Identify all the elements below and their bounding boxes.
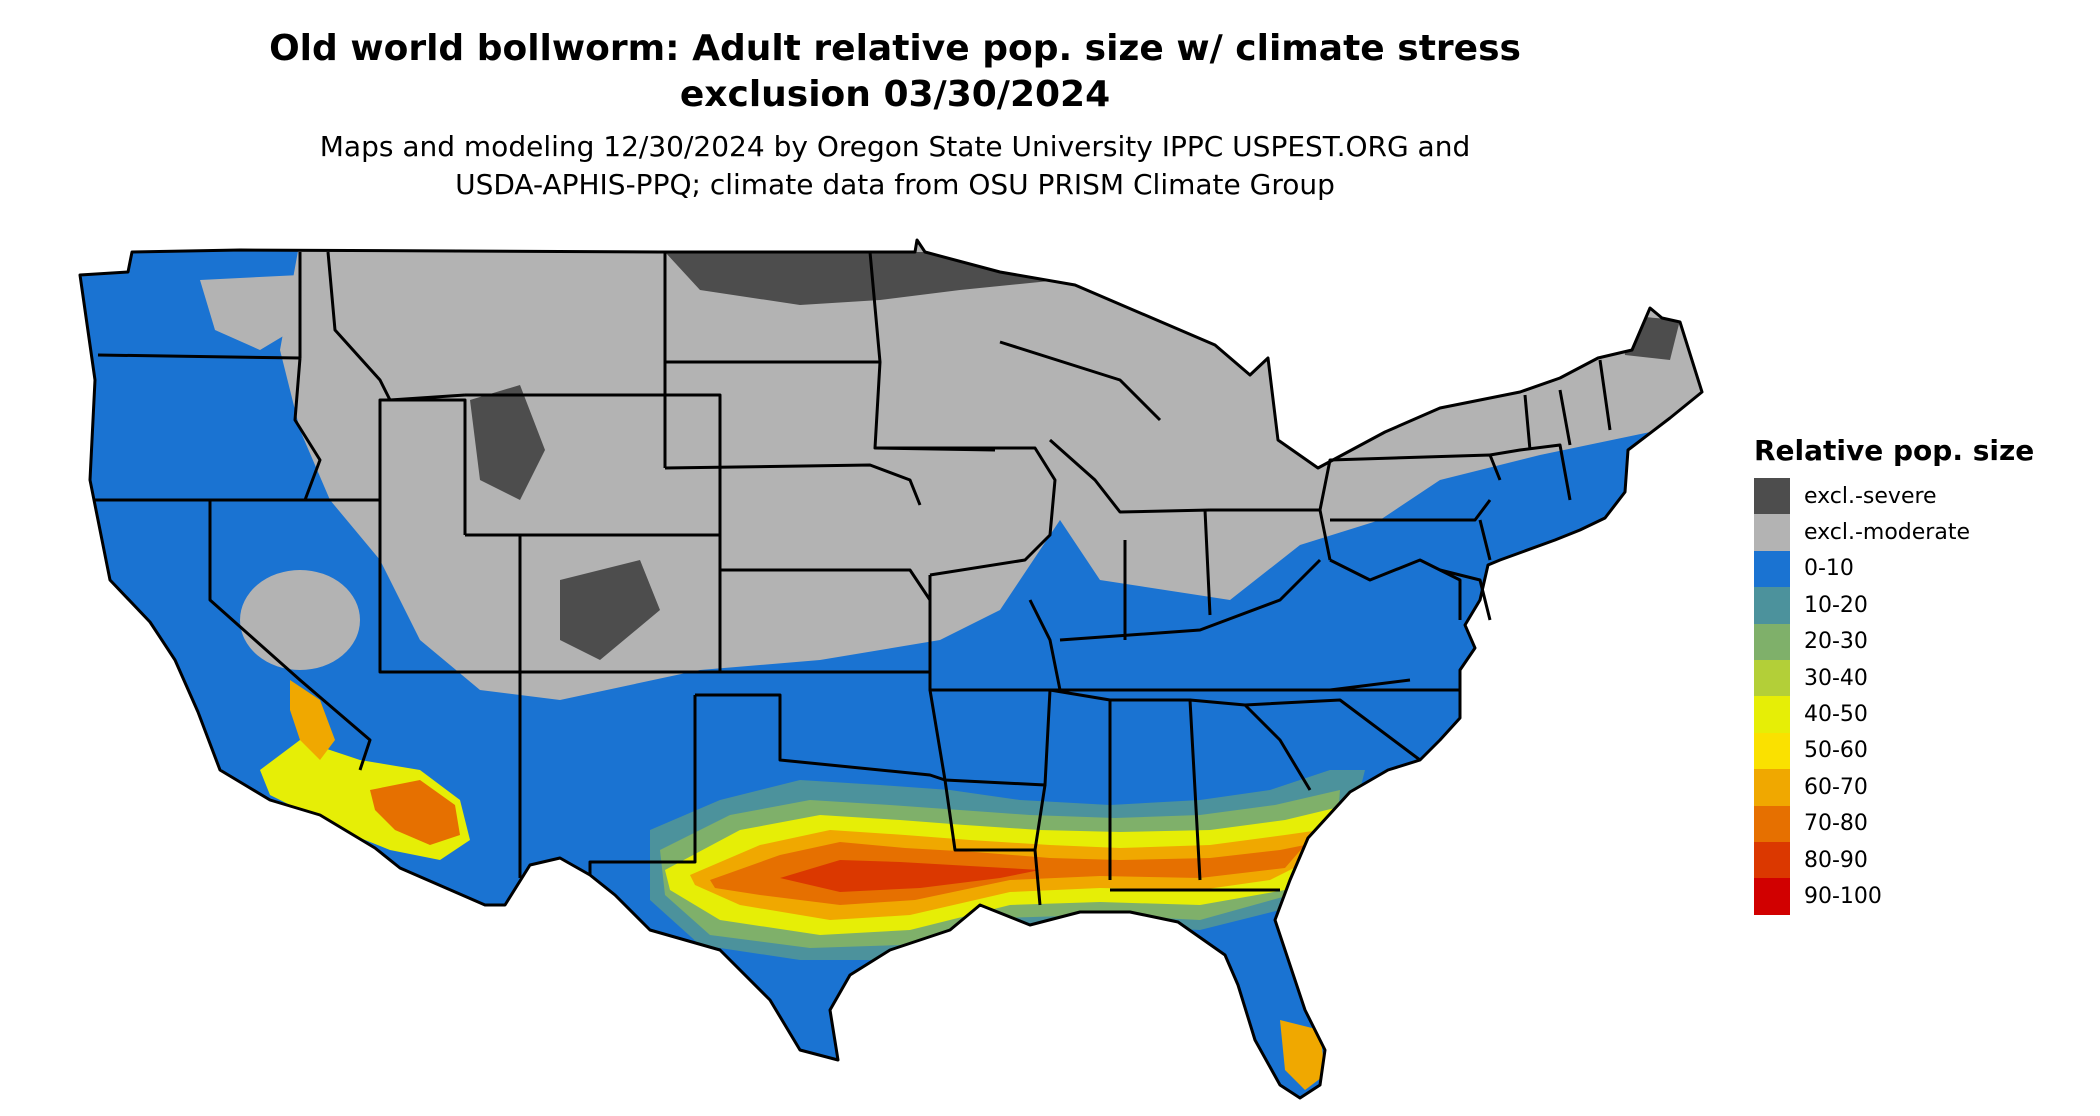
border-va-nc <box>1329 558 1462 692</box>
legend-item: excl.-moderate <box>1754 514 2034 551</box>
legend-label: 80-90 <box>1804 847 1868 873</box>
map-fill <box>80 240 1702 1098</box>
legend-item: 30-40 <box>1754 659 2034 697</box>
legend-swatch <box>1754 659 1790 697</box>
title-line-1: Old world bollworm: Adult relative pop. … <box>269 28 1521 69</box>
border-ca-nv <box>208 500 372 771</box>
border-la <box>943 779 1042 906</box>
legend-item: 50-60 <box>1754 732 2034 770</box>
border-mi-wi <box>999 340 1211 514</box>
legend-swatch <box>1754 550 1790 588</box>
legend-item: 40-50 <box>1754 696 2034 733</box>
legend-label: 20-30 <box>1804 629 1868 655</box>
zone-florida-hot <box>1280 1020 1325 1090</box>
legend-swatch <box>1754 841 1790 879</box>
legend-swatch <box>1754 878 1790 915</box>
legend-label: 0-10 <box>1804 556 1854 582</box>
border-wa-or <box>97 353 301 360</box>
legend-swatch <box>1754 623 1790 660</box>
legend-label: 50-60 <box>1804 738 1868 764</box>
legend-item: 80-90 <box>1754 841 2034 879</box>
zone-arizona-hotter <box>370 780 460 845</box>
legend-swatch <box>1754 696 1790 733</box>
border-wy-co <box>465 393 722 537</box>
border-ga-fl <box>1110 698 1312 892</box>
legend-item: excl.-severe <box>1754 478 2034 515</box>
border-ks-ne <box>720 568 932 601</box>
legend-swatch <box>1754 769 1790 806</box>
zone-moderate-west <box>200 275 310 350</box>
zone-band-80-90 <box>780 860 1040 892</box>
legend-swatch <box>1754 732 1790 770</box>
border-id-wy-ut <box>378 398 467 535</box>
border-tx-ok <box>695 693 946 782</box>
subtitle-line-1: Maps and modeling 12/30/2024 by Oregon S… <box>319 130 1471 163</box>
border-nm-tx <box>588 695 697 875</box>
legend-item: 60-70 <box>1754 769 2034 806</box>
zone-moderate-nevada <box>240 570 360 670</box>
legend-item: 10-20 <box>1754 587 2034 624</box>
legend-label: 30-40 <box>1804 665 1868 691</box>
legend-label: excl.-severe <box>1804 483 1937 509</box>
legend-items: excl.-severe excl.-moderate 0-10 10-20 20-30… <box>1754 478 2034 915</box>
map-legend: Relative pop. size excl.-severe excl.-mod… <box>1754 434 2034 915</box>
legend-item: 90-100 <box>1754 878 2034 915</box>
map-title: Old world bollworm: Adult relative pop. … <box>0 26 1790 118</box>
border-ar <box>928 689 1052 787</box>
state-borders <box>78 238 1704 1100</box>
subtitle-line-2: USDA-APHIS-PPQ; climate data from OSU PR… <box>455 168 1335 201</box>
legend-label: 40-50 <box>1804 702 1868 728</box>
border-md-de-nj <box>1439 519 1492 621</box>
zone-severe-maine <box>1620 315 1680 360</box>
legend-swatch <box>1754 514 1790 551</box>
border-nc-sc <box>1244 698 1421 762</box>
map-subtitle: Maps and modeling 12/30/2024 by Oregon S… <box>0 128 1790 204</box>
legend-label: 90-100 <box>1804 883 1882 909</box>
legend-label: 70-80 <box>1804 811 1868 837</box>
legend-item: 70-80 <box>1754 805 2034 842</box>
border-or-id <box>293 357 322 501</box>
legend-item: 0-10 <box>1754 550 2034 588</box>
border-ne-sd <box>664 463 922 506</box>
border-pa-ny <box>1318 453 1502 522</box>
zone-severe-colorado <box>560 560 660 660</box>
legend-swatch <box>1754 587 1790 624</box>
border-id-mt <box>326 251 466 402</box>
zone-severe-rockies <box>470 385 545 500</box>
legend-title: Relative pop. size <box>1754 434 2035 467</box>
legend-item: 20-30 <box>1754 623 2034 660</box>
legend-swatch <box>1754 478 1790 515</box>
legend-swatch <box>1754 805 1790 842</box>
border-ia-mn-wi <box>875 446 1057 577</box>
border-new-england <box>1489 359 1612 501</box>
title-line-2: exclusion 03/30/2024 <box>679 74 1111 115</box>
zone-california-hot <box>290 680 335 760</box>
legend-label: 10-20 <box>1804 592 1868 618</box>
legend-label: excl.-moderate <box>1804 520 1970 546</box>
border-nv-ut-az <box>378 500 522 878</box>
legend-label: 60-70 <box>1804 774 1868 800</box>
